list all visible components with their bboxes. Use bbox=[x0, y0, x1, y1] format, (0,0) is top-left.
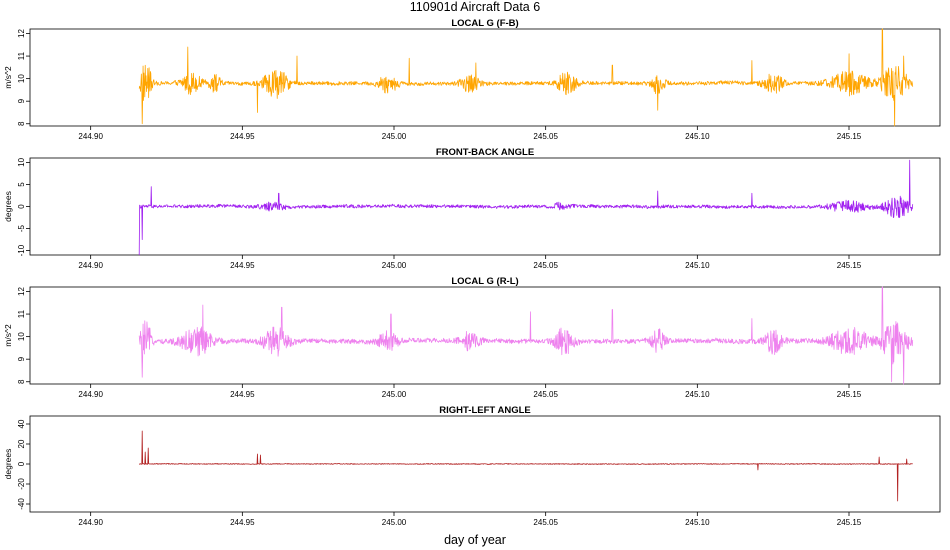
y-tick-label: -40 bbox=[17, 498, 26, 510]
panel-title: RIGHT-LEFT ANGLE bbox=[439, 405, 530, 416]
y-tick-label: 8 bbox=[17, 121, 26, 126]
x-tick-label: 245.15 bbox=[837, 261, 862, 270]
x-tick-label: 245.10 bbox=[685, 261, 710, 270]
panel-title: FRONT-BACK ANGLE bbox=[436, 147, 534, 158]
x-tick-label: 245.10 bbox=[685, 390, 710, 399]
y-tick-label: 40 bbox=[17, 419, 26, 428]
x-tick-label: 245.00 bbox=[382, 132, 407, 141]
y-tick-label: 0 bbox=[17, 461, 26, 466]
x-tick-label: 245.10 bbox=[685, 132, 710, 141]
x-tick-label: 245.00 bbox=[382, 390, 407, 399]
y-tick-label: 10 bbox=[17, 157, 26, 166]
x-tick-label: 245.00 bbox=[382, 261, 407, 270]
x-tick-label: 244.95 bbox=[230, 518, 255, 527]
panels: LOCAL G (F-B) m/s^2 244.90 244.95 245.00 245.… bbox=[3, 18, 941, 527]
panel-title: LOCAL G (R-L) bbox=[451, 276, 518, 287]
x-tick-label: 244.90 bbox=[78, 390, 103, 399]
plot-frame bbox=[29, 28, 941, 127]
y-tick-label: 0 bbox=[17, 204, 26, 209]
series-line bbox=[138, 28, 914, 127]
y-tick-label: -5 bbox=[17, 224, 26, 232]
x-tick-label: 244.95 bbox=[230, 261, 255, 270]
x-tick-label: 245.05 bbox=[533, 132, 558, 141]
panel-title: LOCAL G (F-B) bbox=[451, 18, 518, 29]
x-tick-label: 244.90 bbox=[78, 261, 103, 270]
y-tick-label: 9 bbox=[17, 356, 26, 361]
panel-3: LOCAL G (R-L) m/s^2 244.90 244.95 245.00 245.… bbox=[3, 276, 941, 399]
series-line bbox=[138, 286, 914, 385]
panel-1: LOCAL G (F-B) m/s^2 244.90 244.95 245.00 245.… bbox=[3, 18, 941, 141]
y-tick-label: 12 bbox=[17, 29, 26, 38]
y-tick-label: 11 bbox=[17, 51, 26, 60]
x-tick-label: 244.95 bbox=[230, 132, 255, 141]
x-axis-label: day of year bbox=[444, 533, 506, 547]
series-line bbox=[138, 159, 914, 256]
y-tick-label: 10 bbox=[17, 332, 26, 341]
y-tick-label: 8 bbox=[17, 379, 26, 384]
y-tick-label: -10 bbox=[17, 244, 26, 256]
x-tick-label: 244.90 bbox=[78, 518, 103, 527]
main-title: 110901d Aircraft Data 6 bbox=[410, 0, 540, 14]
series-line bbox=[138, 430, 913, 502]
x-tick-label: 245.00 bbox=[382, 518, 407, 527]
y-tick-label: 11 bbox=[17, 309, 26, 318]
x-tick-label: 245.15 bbox=[837, 132, 862, 141]
y-tick-label: 12 bbox=[17, 287, 26, 296]
x-tick-label: 245.15 bbox=[837, 390, 862, 399]
y-tick-label: 9 bbox=[17, 98, 26, 103]
panel-2: FRONT-BACK ANGLE degrees 244.90 244.95 245.0… bbox=[3, 147, 941, 270]
x-tick-label: 245.05 bbox=[533, 518, 558, 527]
plot-frame bbox=[29, 286, 941, 385]
y-axis-label: m/s^2 bbox=[3, 324, 13, 347]
y-tick-label: 10 bbox=[17, 74, 26, 83]
y-tick-label: -20 bbox=[17, 478, 26, 490]
x-tick-label: 245.05 bbox=[533, 390, 558, 399]
x-tick-label: 244.90 bbox=[78, 132, 103, 141]
y-tick-label: 20 bbox=[17, 439, 26, 448]
y-axis-label: m/s^2 bbox=[3, 66, 13, 89]
x-tick-label: 245.10 bbox=[685, 518, 710, 527]
y-axis-label: degrees bbox=[3, 449, 13, 480]
x-tick-label: 244.95 bbox=[230, 390, 255, 399]
panel-4: RIGHT-LEFT ANGLE degrees 244.90 244.95 245.0… bbox=[3, 405, 941, 527]
x-tick-label: 245.15 bbox=[837, 518, 862, 527]
x-tick-label: 245.05 bbox=[533, 261, 558, 270]
y-tick-label: 5 bbox=[17, 182, 26, 187]
y-axis-label: degrees bbox=[3, 191, 13, 222]
